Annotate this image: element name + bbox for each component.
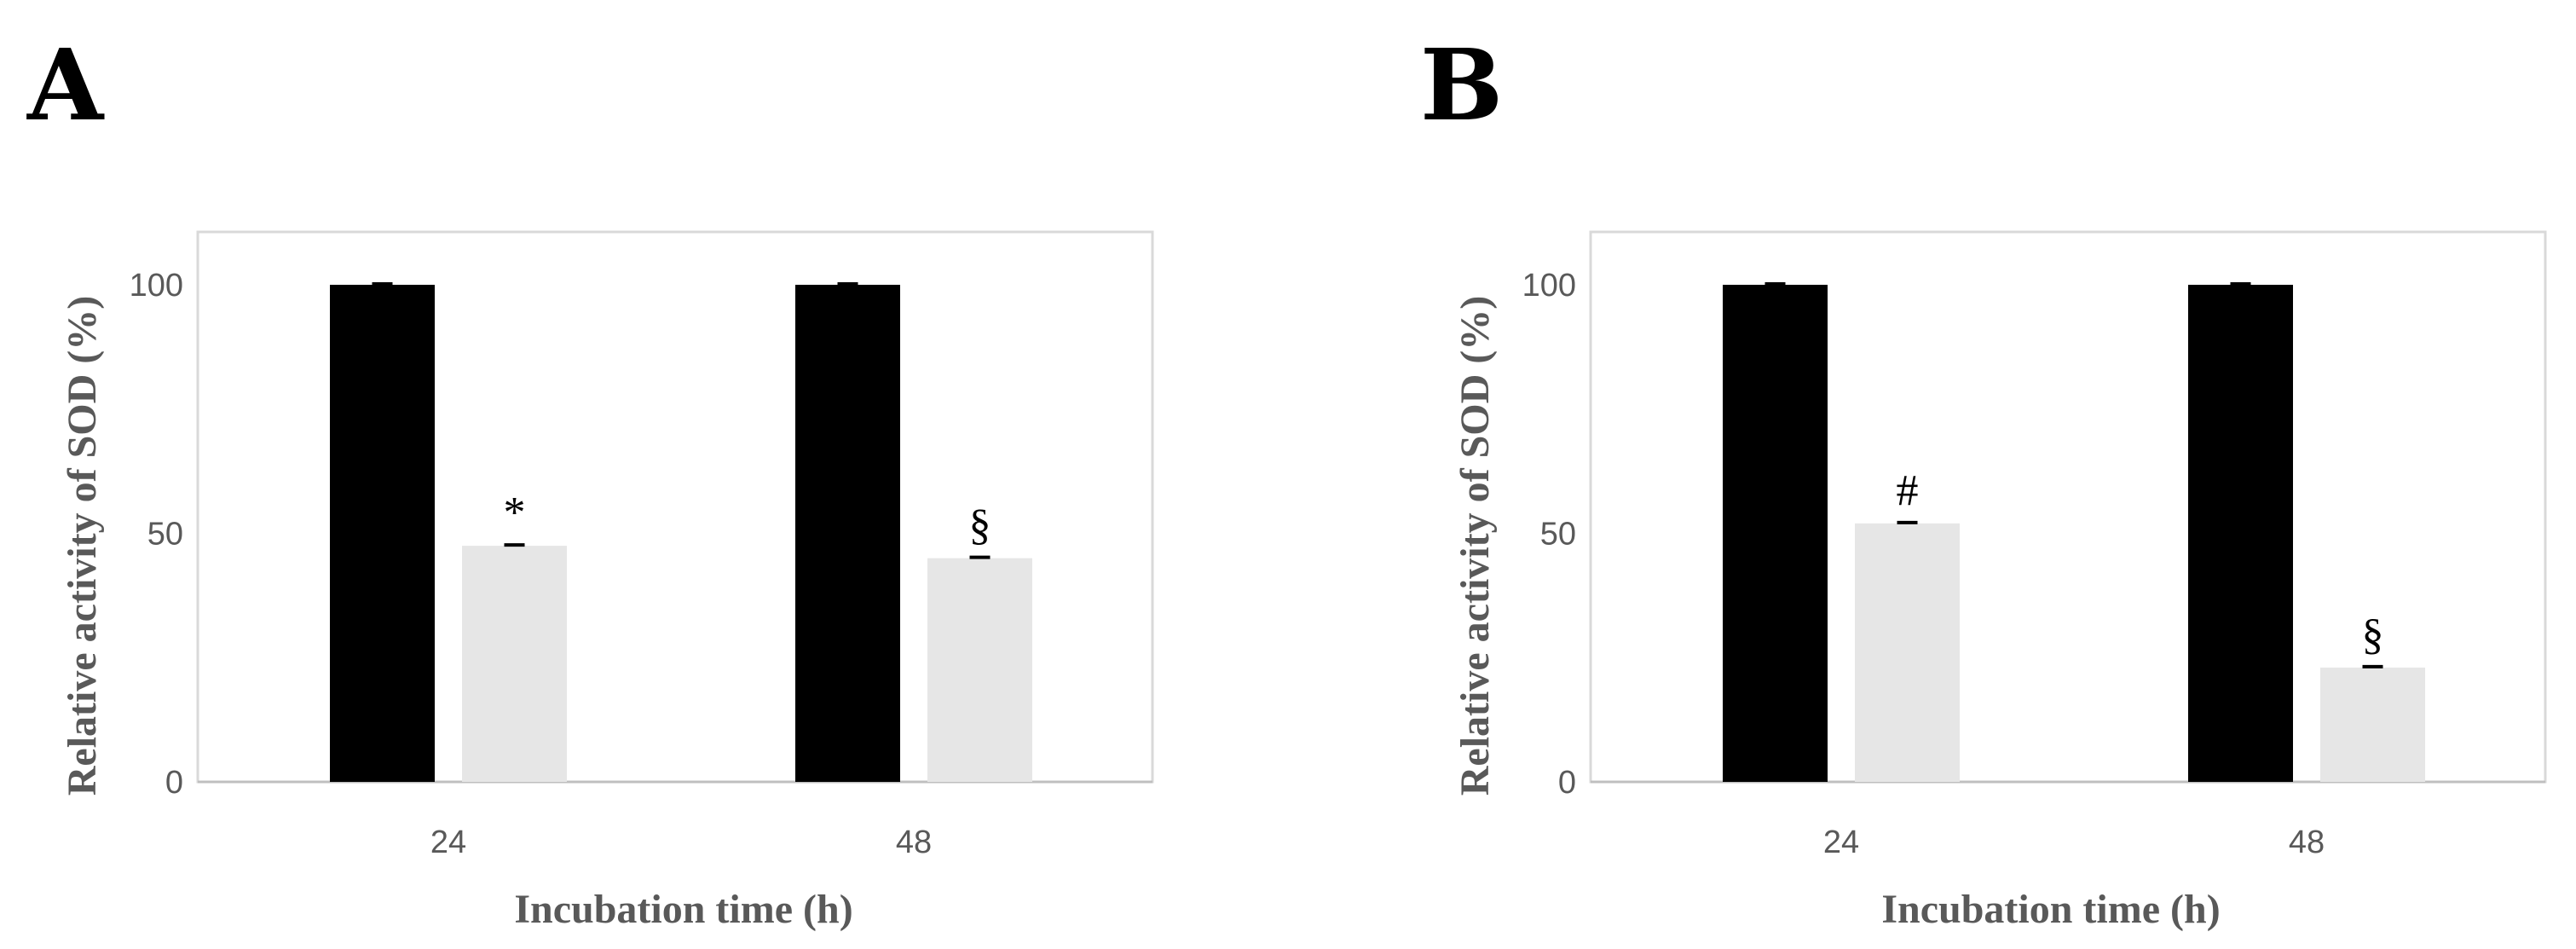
y-tick-label: 0 (165, 765, 183, 801)
chart-panel-b: B 0 50 100 24 48 # § Incubation time (h) Relative… (1420, 28, 2547, 932)
y-tick-label: 100 (130, 268, 183, 304)
significance-mark: § (2362, 610, 2384, 659)
bar (927, 558, 1032, 782)
x-tick-label: 24 (1823, 825, 1859, 860)
chart-panel-a: A 0 50 100 24 48 * § Incubation time (h) Relative… (26, 28, 1154, 932)
bar (1855, 523, 1960, 782)
x-tick-label: 24 (430, 825, 466, 860)
significance-mark: # (1897, 466, 1919, 515)
bar (2320, 667, 2425, 782)
bar (330, 285, 435, 782)
bar (462, 546, 567, 782)
y-axis-label: Relative activity of SOD (%) (1453, 296, 1498, 796)
panel-letter: A (26, 28, 105, 143)
x-tick-label: 48 (896, 825, 932, 860)
bar (2188, 285, 2293, 782)
y-tick-label: 50 (147, 517, 183, 553)
y-tick-label: 0 (1558, 765, 1576, 801)
significance-mark: * (504, 489, 526, 537)
bar (1723, 285, 1828, 782)
x-axis-label: Incubation time (h) (514, 887, 852, 932)
significance-mark: § (969, 501, 991, 550)
x-tick-label: 48 (2289, 825, 2325, 860)
x-axis-label: Incubation time (h) (1881, 887, 2220, 932)
y-axis-label: Relative activity of SOD (%) (60, 296, 105, 796)
panel-letter: B (1420, 28, 1503, 143)
y-tick-label: 100 (1522, 268, 1576, 304)
bar (795, 285, 900, 782)
y-tick-label: 50 (1540, 517, 1576, 553)
